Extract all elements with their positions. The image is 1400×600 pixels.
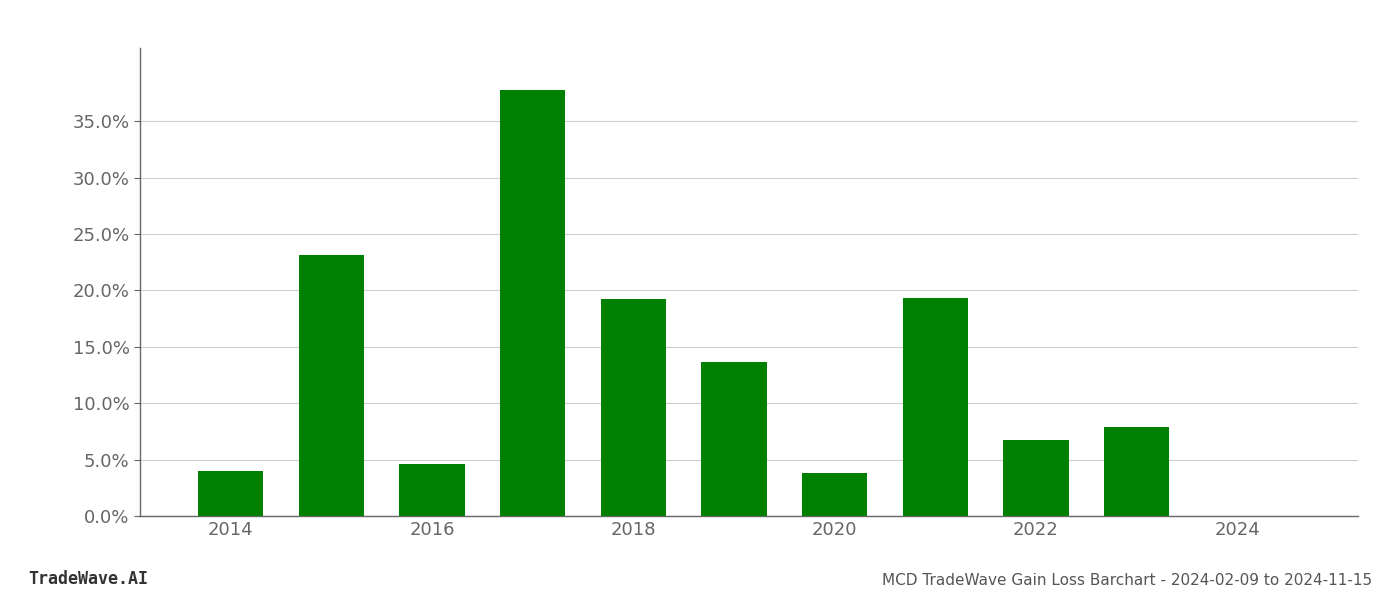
Text: MCD TradeWave Gain Loss Barchart - 2024-02-09 to 2024-11-15: MCD TradeWave Gain Loss Barchart - 2024-… [882,573,1372,588]
Bar [1103,427,1169,516]
Bar [601,299,666,516]
Text: TradeWave.AI: TradeWave.AI [28,570,148,588]
Bar [701,362,767,516]
Bar [500,90,566,516]
Bar [903,298,967,516]
Bar [298,256,364,516]
Bar [1004,440,1068,516]
Bar [399,464,465,516]
Bar [802,473,867,516]
Bar [197,471,263,516]
